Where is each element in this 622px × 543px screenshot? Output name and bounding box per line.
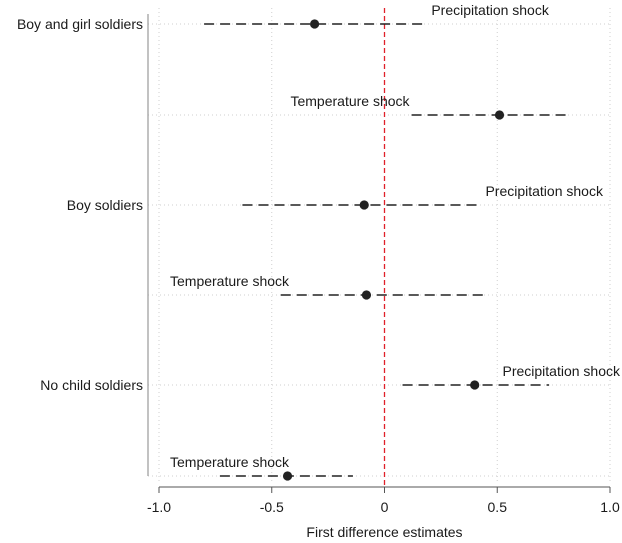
category-label: Boy and girl soldiers	[17, 16, 143, 32]
estimate-point	[359, 200, 369, 210]
estimate-label: Precipitation shock	[502, 363, 621, 379]
category-label: Boy soldiers	[67, 197, 143, 213]
estimate-point	[494, 110, 505, 120]
x-tick-label: 0.5	[488, 499, 508, 515]
estimate-label: Temperature shock	[170, 273, 290, 289]
x-tick-label: 0	[381, 499, 389, 515]
estimate-label: Temperature shock	[290, 93, 410, 109]
estimate-point	[309, 19, 320, 29]
category-label: No child soldiers	[40, 377, 143, 393]
estimate-label: Temperature shock	[170, 454, 290, 470]
estimates: Precipitation shock Temperature shock Prec…	[170, 2, 621, 481]
x-tick-label: 1.0	[600, 499, 620, 515]
x-axis-title: First difference estimates	[306, 524, 462, 540]
x-tick-label: -1.0	[147, 499, 171, 515]
estimate-label: Precipitation shock	[485, 183, 604, 199]
estimate-point	[470, 380, 480, 390]
grid-layer	[148, 8, 612, 481]
x-tick-label: -0.5	[260, 499, 284, 515]
estimate-point	[282, 471, 293, 481]
estimate-label: Precipitation shock	[431, 2, 550, 18]
axes: -1.0 -0.5 0 0.5 1.0	[147, 8, 620, 515]
category-labels: Boy and girl soldiers Boy soldiers No chil…	[17, 16, 143, 393]
estimate-point	[361, 290, 372, 300]
